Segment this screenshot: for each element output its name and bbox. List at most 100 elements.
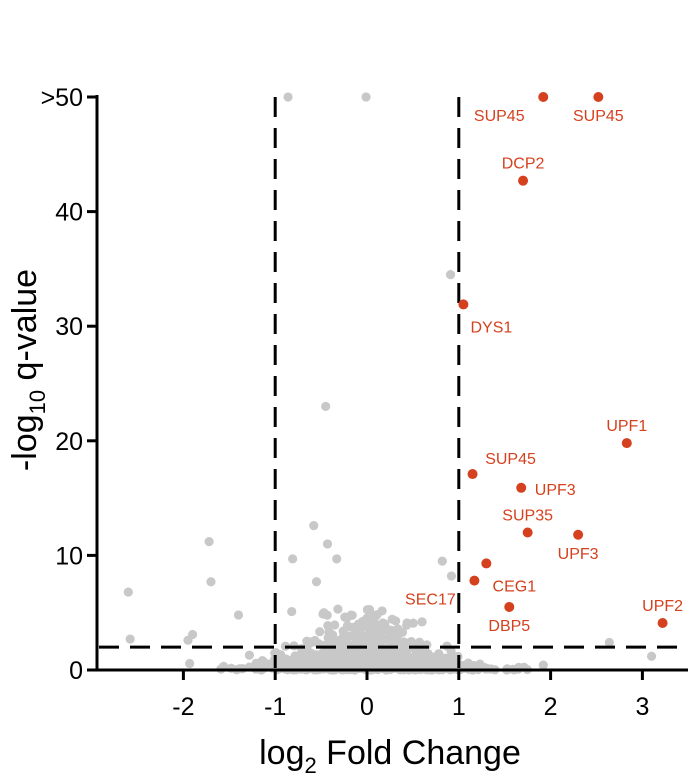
x-tick-label: -2 bbox=[172, 693, 194, 721]
highlighted-points: SUP45 SUP45 DCP2 DYS1 UPF1 SUP45 UPF3 SUP35 UPF3… bbox=[405, 92, 683, 635]
background-point bbox=[354, 626, 364, 636]
background-point bbox=[233, 610, 244, 620]
background-point bbox=[378, 618, 388, 628]
significant-point bbox=[458, 299, 469, 310]
background-point bbox=[604, 637, 614, 648]
x-tick-label: 0 bbox=[360, 693, 374, 721]
background-point bbox=[185, 658, 195, 669]
background-point bbox=[333, 604, 343, 614]
gene-label: SUP35 bbox=[502, 507, 553, 524]
background-point bbox=[311, 577, 322, 587]
background-point bbox=[344, 631, 355, 641]
y-axis-title: -log10 q-value bbox=[6, 269, 50, 471]
x-tick-label: -1 bbox=[264, 693, 286, 721]
background-point bbox=[400, 643, 410, 653]
significant-point bbox=[573, 529, 584, 540]
background-point bbox=[315, 627, 325, 637]
background-point bbox=[326, 648, 336, 658]
background-point bbox=[315, 652, 326, 662]
background-point bbox=[437, 556, 447, 566]
background-point bbox=[372, 610, 382, 620]
background-point bbox=[394, 628, 404, 638]
x-axis-title: log2 Fold Change bbox=[259, 734, 521, 778]
background-point bbox=[338, 626, 348, 636]
background-point bbox=[260, 658, 270, 668]
significant-point bbox=[538, 92, 549, 102]
significant-point bbox=[593, 92, 604, 102]
background-point bbox=[373, 659, 384, 669]
significant-point bbox=[481, 558, 492, 569]
background-point bbox=[440, 653, 451, 663]
background-point bbox=[449, 654, 459, 664]
background-point bbox=[372, 637, 382, 647]
background-point bbox=[361, 631, 371, 641]
background-point bbox=[646, 651, 657, 661]
background-point bbox=[123, 587, 133, 597]
background-point bbox=[434, 649, 444, 659]
background-point bbox=[310, 635, 320, 646]
y-tick-label: 10 bbox=[55, 542, 83, 570]
significant-point bbox=[504, 601, 515, 612]
gene-label: SEC17 bbox=[405, 592, 456, 609]
significant-point bbox=[469, 575, 480, 586]
gene-label: DBP5 bbox=[488, 618, 530, 635]
gene-label: SUP45 bbox=[485, 451, 536, 468]
background-point bbox=[297, 657, 307, 667]
background-point bbox=[387, 626, 397, 637]
background-point bbox=[446, 571, 457, 581]
background-point bbox=[349, 655, 360, 665]
background-point bbox=[417, 617, 427, 627]
gene-label: DYS1 bbox=[470, 319, 512, 336]
background-point bbox=[387, 614, 397, 624]
background-point bbox=[390, 637, 400, 648]
significant-point bbox=[518, 175, 529, 186]
gene-label: CEG1 bbox=[493, 578, 537, 595]
background-point bbox=[287, 606, 297, 617]
background-point bbox=[206, 577, 216, 587]
y-tick-label: 40 bbox=[55, 199, 83, 227]
x-tick-label: 2 bbox=[544, 693, 558, 721]
y-tick-label: 30 bbox=[55, 313, 83, 341]
background-point bbox=[340, 653, 350, 663]
background-point bbox=[330, 620, 340, 630]
background-point bbox=[427, 658, 437, 669]
background-point bbox=[388, 657, 399, 667]
background-point bbox=[288, 554, 298, 564]
background-point bbox=[417, 647, 427, 657]
gene-label: SUP45 bbox=[474, 108, 525, 125]
background-point bbox=[244, 650, 255, 660]
background-point bbox=[323, 633, 333, 643]
y-tick-label: 20 bbox=[55, 428, 83, 456]
background-point bbox=[290, 651, 300, 661]
background-point bbox=[321, 401, 331, 412]
significant-point bbox=[621, 438, 632, 449]
background-point bbox=[283, 92, 293, 102]
significant-point bbox=[467, 469, 478, 480]
gene-label: UPF2 bbox=[642, 598, 683, 615]
background-point bbox=[330, 657, 340, 667]
background-point bbox=[322, 539, 333, 549]
gene-label: UPF1 bbox=[606, 418, 647, 435]
y-tick-label: >50 bbox=[41, 84, 83, 112]
background-point bbox=[346, 610, 356, 620]
background-point bbox=[276, 650, 286, 660]
background-point bbox=[332, 554, 342, 564]
background-point bbox=[204, 537, 214, 547]
gene-label: UPF3 bbox=[558, 546, 599, 563]
background-point bbox=[284, 658, 294, 668]
axes: 0 10 20 30 40 >50 -2 -1 0 1 2 3 bbox=[41, 84, 688, 721]
gene-label: SUP45 bbox=[573, 108, 624, 125]
significant-point bbox=[522, 527, 533, 538]
background-point bbox=[445, 270, 456, 280]
background-points bbox=[123, 92, 657, 675]
background-point bbox=[319, 608, 329, 618]
background-point bbox=[125, 634, 135, 644]
background-point bbox=[309, 521, 319, 531]
gene-label: UPF3 bbox=[535, 482, 576, 499]
x-tick-label: 1 bbox=[452, 693, 466, 721]
threshold-lines bbox=[99, 97, 688, 668]
background-point bbox=[349, 646, 359, 656]
background-point bbox=[361, 92, 371, 102]
background-point bbox=[358, 659, 368, 669]
